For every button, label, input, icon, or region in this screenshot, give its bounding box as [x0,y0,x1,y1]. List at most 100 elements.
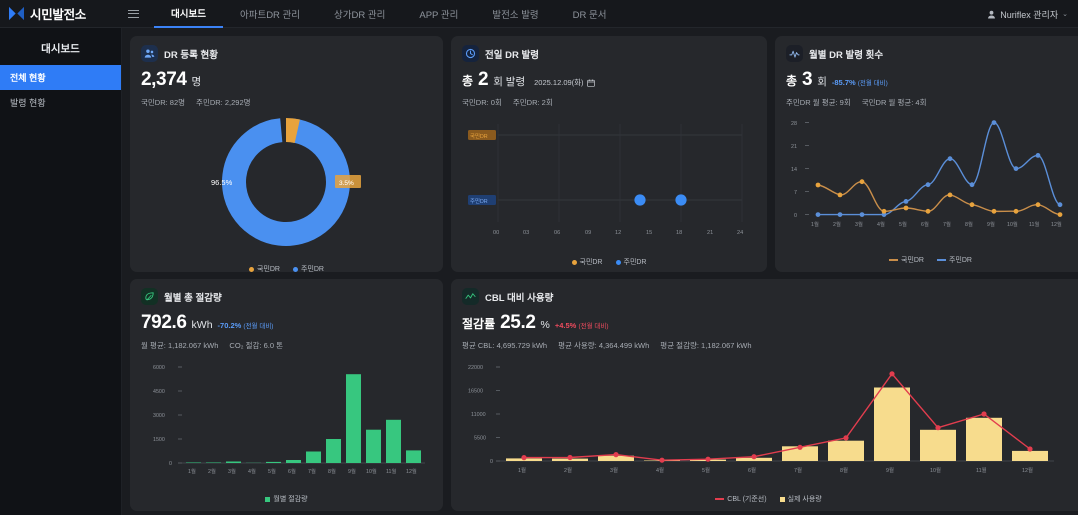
donut-legend: 국민DR 주민DR [141,262,432,272]
svg-text:8월: 8월 [328,467,336,475]
card-prev-day-dr: 전일 DR 발령 총 2 회 발령 2025.12.09(화) 국민DR: 0회… [451,36,767,272]
card-dr-register: DR 등록 현황 2,374 명 국민DR: 82명 주민DR: 2,292명 … [130,36,443,272]
sub-resident-dr: 주민DR: 2회 [512,98,553,107]
svg-text:12: 12 [615,230,621,236]
metric-value: 2,374 [141,69,187,90]
hamburger-icon[interactable] [122,9,144,18]
sub-co2-saving: CO₂ 절감: 6.0 톤 [229,341,284,350]
nav-item-dr-docs[interactable]: DR 문서 [572,9,607,21]
user-name: Nuriflex 관리자 [1000,9,1059,20]
people-icon [141,45,158,62]
card-header: 월별 총 절감량 [141,288,432,305]
bar-series-saving [186,374,421,463]
svg-text:1월: 1월 [188,467,196,475]
pulse-icon [786,45,803,62]
nav-item-dashboard[interactable]: 대시보드 [154,0,223,28]
monthly-saving-bar-chart: 6000 4500 3000 1500 0 [141,353,432,492]
metric-prefix: 총 [786,74,798,88]
metric: 총 3 회 -85.7% (전월 대비) [786,69,1075,91]
metric-subline: 평균 CBL: 4,695.729 kWh 평균 사용량: 4,364.499 … [462,340,1075,351]
monthly-dr-line-chart: 28 21 14 7 0 [786,110,1075,253]
legend-national-dr: 국민DR [889,255,924,265]
metric-unit: kWh [191,319,213,331]
metric-value: 2 [478,69,489,90]
line-resident-dr [818,121,1061,216]
card-monthly-saving: 월별 총 절감량 792.6 kWh -70.2% (전월 대비) 월 평균: … [130,279,443,511]
clock-icon [462,45,479,62]
svg-text:10월: 10월 [930,466,941,474]
svg-text:3000: 3000 [153,413,165,419]
svg-text:7월: 7월 [943,220,951,228]
svg-text:2월: 2월 [833,220,841,228]
metric: 절감률 25.2 % +4.5% (전월 대비) [462,312,1075,334]
date-picker[interactable]: 2025.12.09(화) [534,77,595,88]
metric-prefix: 절감률 [462,317,496,331]
svg-text:12월: 12월 [1051,220,1062,228]
metric-value: 3 [802,69,813,90]
sidebar-item-overall[interactable]: 전체 현황 [0,65,121,90]
y-label-national: 국민DR [470,132,488,140]
nav-item-app-admin[interactable]: APP 관리 [419,9,459,21]
line-cbl [523,372,1031,461]
card-header: 월별 DR 발령 횟수 [786,45,1075,62]
sub-national-dr: 국민DR: 82명 [141,98,186,107]
y-label-resident: 주민DR [470,197,488,205]
svg-text:6월: 6월 [921,220,929,228]
svg-text:5월: 5월 [268,467,276,475]
nav-item-apartment-dr[interactable]: 아파트DR 관리 [239,9,301,21]
svg-text:0: 0 [794,213,797,219]
legend-national-dr: 국민DR [249,264,280,272]
metric-subline: 국민DR: 82명 주민DR: 2,292명 [141,97,432,108]
svg-text:1월: 1월 [518,466,526,474]
calendar-icon [586,79,595,87]
card-header: DR 등록 현황 [141,45,432,62]
app-header: 시민발전소 대시보드 아파트DR 관리 상가DR 관리 APP 관리 발전소 발… [0,0,1078,28]
svg-text:10월: 10월 [366,467,377,475]
metric-suffix: 회 [817,76,827,88]
svg-text:9월: 9월 [987,220,995,228]
line-cbl-points [521,371,1033,463]
nav-item-store-dr[interactable]: 상가DR 관리 [334,9,386,21]
card-header: CBL 대비 사용량 [462,288,1075,305]
brand[interactable]: 시민발전소 [0,4,122,23]
main-nav: 대시보드 아파트DR 관리 상가DR 관리 APP 관리 발전소 발령 DR 문… [154,0,624,28]
sidebar-item-dispatch[interactable]: 발령 현황 [10,98,46,108]
chart-line-icon [462,288,479,305]
card-title: 월별 총 절감량 [164,292,222,304]
svg-text:16500: 16500 [468,389,483,395]
user-icon [988,10,996,18]
svg-text:7: 7 [794,190,797,196]
user-menu[interactable]: Nuriflex 관리자 ⌄ [987,0,1068,28]
bar-series-actual-usage [506,387,1048,461]
delta-badge: -85.7% (전월 대비) [831,78,888,87]
card-monthly-dr: 월별 DR 발령 횟수 총 3 회 -85.7% (전월 대비) 주민DR 월 … [775,36,1078,272]
svg-text:9월: 9월 [886,466,894,474]
svg-text:3월: 3월 [228,467,236,475]
svg-text:4500: 4500 [153,389,165,395]
metric-suffix: 회 발령 [493,76,526,88]
svg-text:4월: 4월 [656,466,664,474]
legend-resident-dr: 주민DR [615,257,647,267]
svg-text:9월: 9월 [348,467,356,475]
delta-badge: +4.5% (전월 대비) [554,321,609,330]
svg-text:18: 18 [676,230,682,236]
svg-text:12월: 12월 [1022,466,1033,474]
sub-resident-avg: 주민DR 월 평균: 9회 [786,98,851,107]
donut-label-resident: 96.5% [211,178,233,187]
logo-icon [9,6,24,21]
card-title: 월별 DR 발령 횟수 [809,49,884,61]
metric-unit: 명 [191,76,202,88]
sub-national-dr: 국민DR: 0회 [462,98,502,107]
svg-text:8월: 8월 [965,220,973,228]
nav-item-plant-dispatch[interactable]: 발전소 발령 [492,9,539,21]
svg-text:7월: 7월 [794,466,802,474]
svg-text:11월: 11월 [386,467,396,475]
sidebar-title: 대시보드 [41,43,80,55]
svg-text:8월: 8월 [840,466,848,474]
svg-text:00: 00 [493,230,499,236]
scatter-chart: 국민DR 주민DR 00 03 06 09 12 15 18 21 24 [462,110,756,255]
svg-text:21: 21 [707,230,713,236]
delta-badge: -70.2% (전월 대비) [217,321,274,330]
svg-text:11월: 11월 [976,466,987,474]
legend-cbl: CBL (기준선) [715,494,767,504]
